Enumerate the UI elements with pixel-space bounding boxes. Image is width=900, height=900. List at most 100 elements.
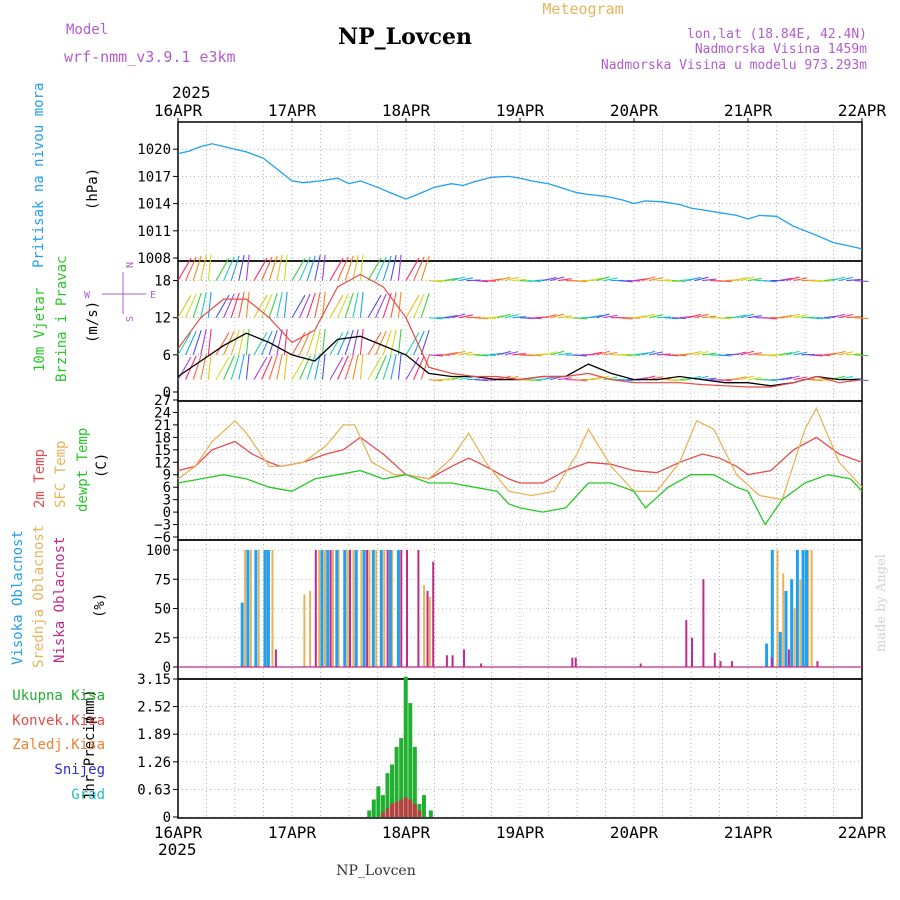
cloud-bar-low [451, 655, 454, 667]
y-tick-label: 6 [163, 348, 171, 364]
y-tick-label: 1.26 [137, 755, 171, 771]
wind-arrow [763, 354, 778, 357]
wind-arrow [382, 255, 392, 281]
wind-arrow [268, 255, 278, 281]
wind-arrow [375, 355, 387, 380]
wind-arrow [542, 276, 557, 282]
legend-convective: Konvek.Kisa [12, 713, 105, 729]
precip-bar-convective [403, 797, 408, 817]
precip-bar-total [371, 799, 376, 817]
wind-arrow [595, 350, 610, 356]
wind-arrow [397, 328, 402, 355]
wind-arrow [451, 350, 466, 356]
wind-arrow [831, 313, 846, 319]
y-tick-label: 3 [163, 493, 171, 509]
wind-arrow [337, 293, 349, 318]
legend-freezing: Zaledj.Kisa [12, 737, 105, 753]
cloud-bar-mid [799, 579, 802, 667]
y-tick-label: 18 [154, 274, 171, 290]
wind-arrow [633, 278, 648, 282]
y-tick-label: 0 [163, 505, 171, 521]
wind-arrow [185, 293, 197, 318]
wind-arrow [550, 276, 565, 282]
wind-arrow [618, 280, 633, 283]
x-tick-label-top: 18APR [382, 101, 431, 120]
y-tick-label: 0 [163, 385, 171, 401]
wind-arrow [352, 354, 359, 380]
wind-unit: (m/s) [85, 301, 101, 343]
wind-arrow [839, 313, 853, 319]
wind-arrow [245, 254, 250, 281]
wind-arrow [550, 313, 565, 319]
wind-arrow [390, 354, 397, 380]
cloud-bar-low [730, 661, 733, 667]
x-tick-label-bottom: 21APR [724, 823, 773, 842]
wind-arrow [451, 313, 466, 319]
cloud-bar-mid [309, 590, 312, 667]
wind-arrow [413, 330, 425, 356]
cloud-ylabel-3: Niska Oblacnost [52, 537, 68, 663]
wind-arrow [649, 277, 663, 282]
cloud-bar-high [778, 631, 782, 667]
wind-arrow [276, 354, 283, 380]
precip-bar-total [385, 773, 390, 817]
y-tick-label: 3.15 [137, 672, 171, 688]
wind-arrow [557, 278, 572, 282]
wind-arrow [512, 353, 527, 356]
wind-arrow [207, 254, 212, 281]
cloud-bar-high [371, 550, 375, 667]
wind-arrow [747, 315, 762, 319]
wind-arrow [253, 294, 268, 318]
y-tick-label: 6 [163, 480, 171, 496]
wind-arrow [253, 356, 268, 380]
y-tick-label: 24 [154, 405, 171, 421]
y-tick-label: 50 [154, 602, 171, 618]
wind-arrow [192, 292, 202, 318]
wind-arrow [527, 379, 542, 382]
wind-arrow [603, 376, 618, 381]
wind-arrow [846, 316, 861, 319]
wind-arrow [200, 292, 207, 318]
wind-arrow [588, 351, 603, 356]
temp-ylabel-3: dewpt Temp [75, 428, 91, 512]
wind-arrow [656, 316, 671, 319]
wind-arrow [649, 314, 663, 319]
model-label: Model [66, 22, 108, 38]
wind-arrow [359, 291, 364, 318]
precip-bar-convective [412, 803, 417, 817]
cloud-bar-high [326, 550, 330, 667]
wind-arrow [291, 257, 306, 281]
y-tick-label: 0 [163, 810, 171, 826]
wind-arrow [504, 276, 519, 282]
cloud-bar-low [787, 649, 790, 667]
cloud-bar-mid [318, 550, 321, 667]
wind-arrow [542, 314, 557, 319]
cloud-bar-low [386, 550, 389, 667]
wind-arrow [215, 257, 230, 281]
wind-arrow [253, 332, 268, 356]
cloud-bar-low [639, 663, 642, 667]
wind-arrow [420, 255, 430, 281]
wind-arrow [230, 255, 240, 281]
panel-precip: 0 0.63 1.26 1.89 2.52 3.15 [137, 672, 863, 826]
temp-ylabel-2: SFC Temp [53, 441, 69, 508]
wind-arrow [397, 254, 402, 281]
y-tick-label: 12 [154, 311, 171, 327]
cloud-ylabel-2: Srednja Oblacnost [31, 525, 47, 668]
cloud-bar-low [406, 550, 408, 667]
cloud-ylabel-1: Visoka Oblacnost [10, 530, 26, 665]
wind-arrow [397, 353, 402, 380]
wind-arrow [808, 317, 823, 320]
wind-arrow [352, 292, 359, 318]
cloud-bar-mid [323, 550, 326, 667]
cloud-bar-mid [810, 550, 813, 667]
wind-arrow [207, 291, 212, 318]
wind-arrow [291, 332, 306, 356]
wind-arrow [793, 277, 808, 282]
wind-arrow [329, 257, 344, 281]
wind-arrow [299, 293, 311, 318]
wind-arrow [816, 317, 831, 319]
cloud-bar-high [362, 550, 366, 667]
wind-arrow [595, 313, 610, 319]
wind-arrow [200, 255, 207, 281]
